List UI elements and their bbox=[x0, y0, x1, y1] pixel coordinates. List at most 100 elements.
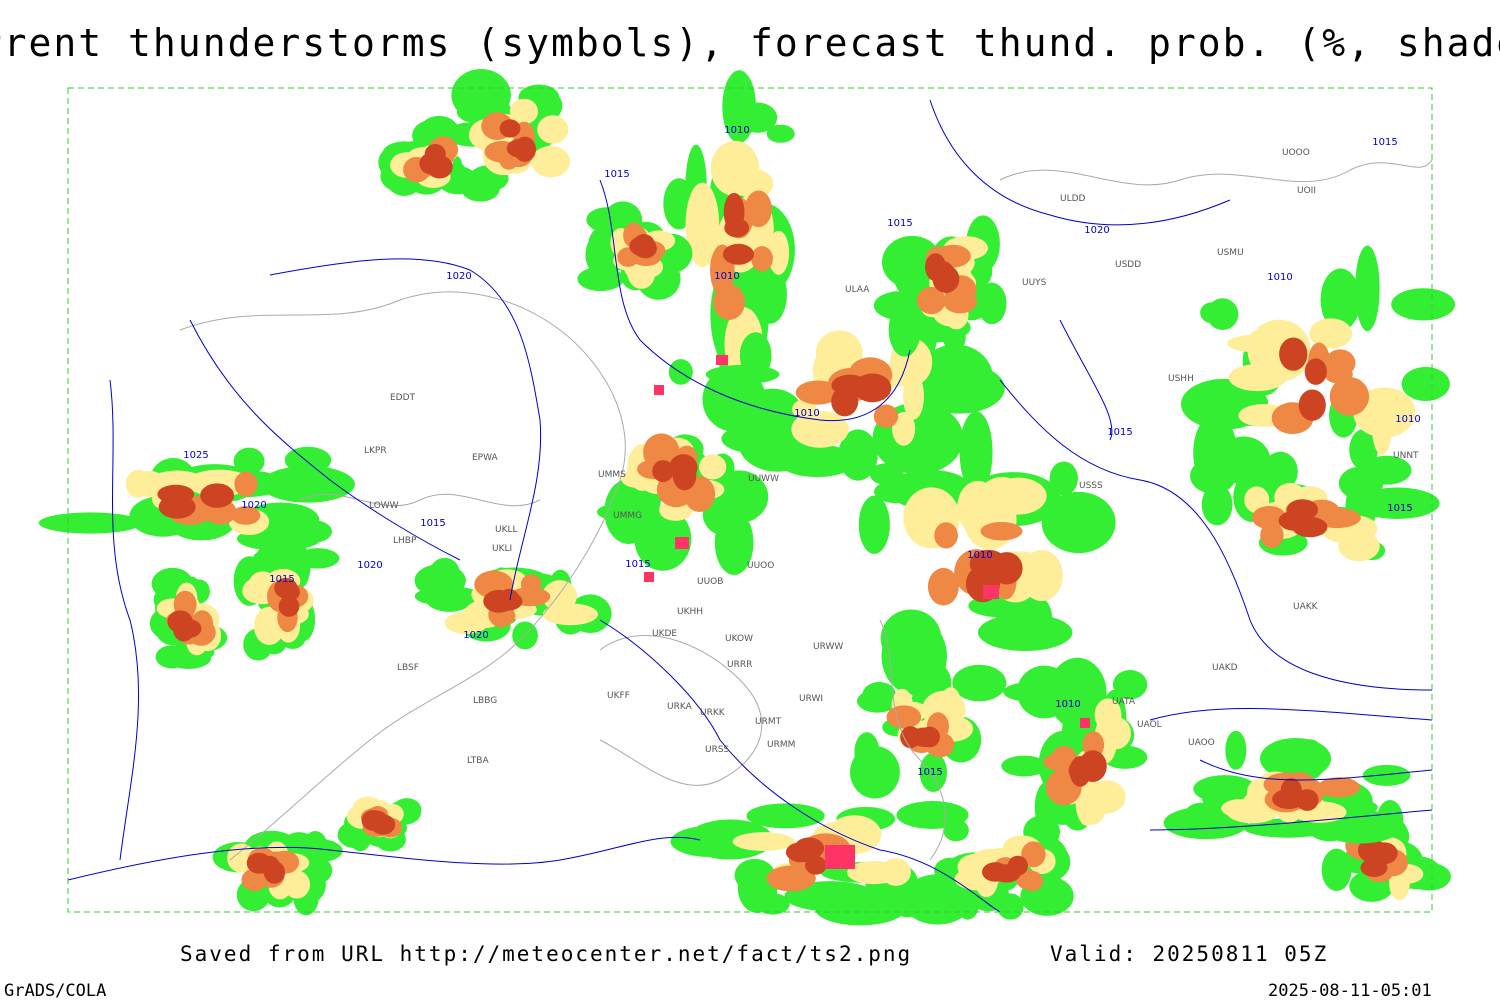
station-label: URWW bbox=[813, 642, 843, 652]
shading-cell bbox=[873, 404, 899, 428]
station-label: UKOW bbox=[725, 634, 753, 644]
station-label: UOOO bbox=[1282, 148, 1310, 158]
shading-cell bbox=[847, 860, 901, 885]
station-label: LKPR bbox=[364, 446, 387, 456]
shading-cell bbox=[200, 483, 235, 508]
shading-cell bbox=[888, 302, 921, 357]
station-label: URKK bbox=[700, 708, 726, 718]
shading-cell bbox=[768, 230, 790, 275]
shading-cell bbox=[1007, 855, 1028, 876]
station-label: UMMS bbox=[598, 470, 626, 480]
shading-cell bbox=[274, 577, 298, 599]
shading-cell bbox=[1279, 337, 1308, 371]
station-label: UAOL bbox=[1137, 720, 1162, 730]
shading-cell bbox=[586, 207, 628, 233]
shading-cell bbox=[943, 819, 969, 842]
station-label: LTBA bbox=[467, 756, 489, 766]
shading-cell bbox=[869, 463, 904, 486]
station-label: UAOO bbox=[1188, 738, 1215, 748]
shading-cell bbox=[537, 115, 569, 144]
shading-cell bbox=[629, 236, 657, 257]
station-label: UKHH bbox=[677, 607, 703, 617]
station-label: ULDD bbox=[1060, 194, 1086, 204]
station-label: UKLI bbox=[492, 544, 512, 554]
shading-cell bbox=[785, 842, 817, 863]
valid-time: Valid: 20250811 05Z bbox=[1050, 942, 1328, 966]
shading-cell bbox=[1304, 358, 1327, 385]
shading-cell bbox=[370, 814, 396, 835]
station-label: UKLL bbox=[495, 525, 518, 535]
station-label: UAKD bbox=[1212, 663, 1238, 673]
shading-cell bbox=[577, 266, 624, 292]
isobar-label: 1020 bbox=[357, 560, 382, 571]
shading-cell bbox=[509, 98, 539, 125]
shading-cell bbox=[919, 752, 948, 792]
station-label: UKFF bbox=[607, 691, 630, 701]
isobar-label: 1015 bbox=[269, 574, 294, 585]
shading-cell bbox=[634, 507, 692, 571]
shading-cell bbox=[874, 480, 919, 504]
shading-cell bbox=[733, 168, 774, 199]
source-url: Saved from URL http://meteocenter.net/fa… bbox=[180, 942, 912, 966]
shading-cell bbox=[125, 469, 151, 498]
isobar-label: 1010 bbox=[1055, 699, 1080, 710]
station-label: UATA bbox=[1112, 697, 1136, 707]
shading-cell bbox=[705, 364, 780, 385]
shading-cell bbox=[520, 574, 542, 595]
shading-cell bbox=[1228, 364, 1287, 392]
shading-cell bbox=[1259, 737, 1332, 780]
shading-cell bbox=[253, 606, 285, 645]
shading-cell bbox=[1370, 842, 1398, 865]
shading-cell bbox=[1227, 334, 1290, 353]
shading-cell bbox=[784, 881, 877, 912]
shading-cell bbox=[766, 865, 816, 892]
isobar-label: 1015 bbox=[1387, 503, 1412, 514]
shading-cell bbox=[795, 380, 841, 405]
shading-cell bbox=[952, 664, 1007, 702]
isobar-label: 1015 bbox=[604, 169, 629, 180]
isobar-label: 1010 bbox=[1267, 272, 1292, 283]
shading-cell bbox=[942, 321, 966, 353]
station-label: UUYS bbox=[1022, 278, 1047, 288]
shading-cell bbox=[1286, 499, 1319, 521]
isobar-label: 1010 bbox=[1395, 414, 1420, 425]
shading-cell bbox=[990, 477, 1047, 515]
shading-cell bbox=[702, 492, 749, 536]
coastlines bbox=[179, 159, 1433, 861]
shading-cell bbox=[1041, 491, 1116, 554]
shading-cell bbox=[234, 471, 258, 497]
shading-cell bbox=[1201, 483, 1233, 526]
station-label: USDD bbox=[1115, 260, 1141, 270]
title: Current thunderstorms (symbols), forecas… bbox=[0, 21, 1500, 65]
station-label: UUOO bbox=[747, 561, 774, 571]
shading-cell bbox=[1251, 505, 1287, 530]
isobar-label: 1015 bbox=[1107, 427, 1132, 438]
map-labels: 1010 1015 1020 1025 1020 1015 1020 1010 1015 1020… bbox=[183, 125, 1420, 778]
isobar-label: 1010 bbox=[724, 125, 749, 136]
shading-cell bbox=[927, 567, 959, 606]
shading-cell bbox=[1391, 288, 1456, 321]
station-label: URMT bbox=[755, 717, 782, 727]
station-label: LBSF bbox=[397, 663, 419, 673]
timestamp: 2025-08-11-05:01 bbox=[1268, 981, 1432, 1000]
shading-cell bbox=[854, 732, 880, 773]
isobar-label: 1010 bbox=[967, 550, 992, 561]
station-label: UMMG bbox=[613, 511, 642, 521]
shading-cell bbox=[1317, 777, 1361, 798]
shading-cell bbox=[483, 589, 515, 613]
station-label: USHH bbox=[1168, 374, 1194, 384]
shading-cell bbox=[934, 522, 958, 549]
isobar-label: 1015 bbox=[420, 518, 445, 529]
shading-cell bbox=[766, 124, 795, 143]
shading-cell bbox=[746, 803, 825, 829]
station-label: UUOB bbox=[697, 577, 723, 587]
shading-cell bbox=[995, 589, 1053, 647]
shading-cell bbox=[1338, 530, 1380, 562]
isobar-label: 1020 bbox=[463, 630, 488, 641]
isobars bbox=[67, 99, 1433, 913]
shading-cell bbox=[805, 855, 827, 875]
storm-symbols bbox=[644, 355, 1090, 869]
shading-cell bbox=[233, 447, 265, 475]
shading-cell bbox=[1112, 669, 1148, 700]
